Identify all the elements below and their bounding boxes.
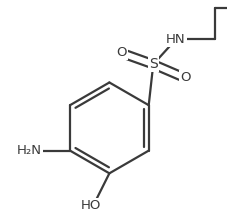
Text: S: S — [149, 57, 158, 71]
Text: O: O — [116, 46, 127, 59]
Text: HN: HN — [166, 33, 186, 46]
Text: O: O — [180, 71, 190, 84]
Text: H₂N: H₂N — [17, 144, 42, 157]
Text: HO: HO — [81, 199, 101, 212]
